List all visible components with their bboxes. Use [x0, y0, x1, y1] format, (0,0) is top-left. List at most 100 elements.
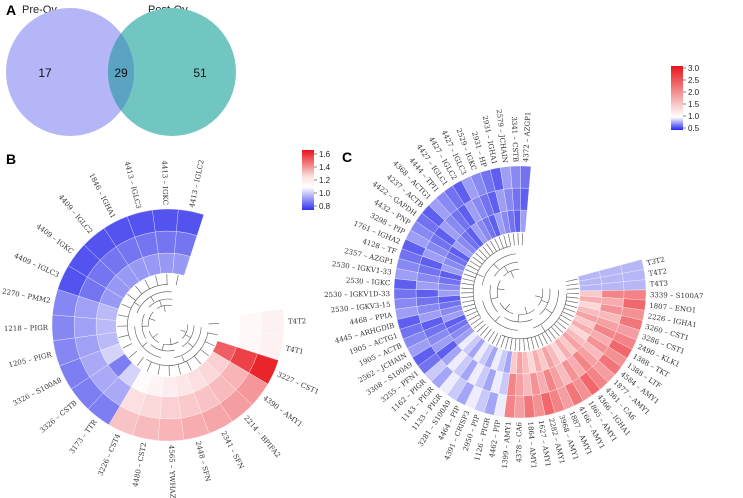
heatmap-c-label: 1864 – AMY1 — [526, 421, 538, 469]
dendrogram-b — [117, 274, 219, 376]
heatmap-b-dendro-stem — [149, 318, 156, 321]
heatmap-b-label: 4480 – CST2 — [131, 442, 148, 488]
heatmap-c-cell — [511, 187, 521, 211]
heatmap-c-cell — [514, 395, 525, 419]
venn-count-post-only: 51 — [193, 66, 207, 80]
heatmap-b-label: 3227 – CST1 — [276, 370, 320, 396]
venn-count-pre-only: 17 — [38, 66, 52, 80]
heatmap-b-dendro-branch — [127, 284, 169, 341]
heatmap-c-label: T4T3 — [650, 279, 669, 288]
heatmap-c-dendro-stem — [497, 288, 505, 291]
colorbar-b: 1.6 1.4 1.2 1.0 0.8 — [302, 150, 331, 211]
heatmap-c-dendro-leaf — [482, 246, 491, 257]
heatmap-c-dendro-leaf — [514, 338, 517, 351]
heatmap-b-label: 4413 – IGLC3 — [123, 161, 143, 210]
heatmap-b-dendro-leaf — [128, 350, 138, 359]
heatmap-c-dendro-leaf — [562, 311, 574, 317]
heatmap-c-label: 2530 – IGKV1D-33 — [324, 290, 390, 299]
heatmap-b-dendro-leaf — [121, 303, 132, 309]
heatmap-c-dendro-leaf — [469, 260, 481, 268]
heatmap-c-dendro-leaf — [523, 338, 525, 351]
colorbar-tick-label: 1.5 — [688, 100, 700, 109]
heatmap-c-cell — [437, 289, 461, 297]
heatmap-c-dendro-leaf — [461, 283, 474, 286]
heatmap-c-cell — [415, 289, 439, 299]
heatmap-b-dendro-stem — [152, 333, 158, 338]
heatmap-b-dendro-leaf — [186, 360, 192, 371]
heatmap-c-dendro-leaf — [563, 307, 576, 313]
heatmap-b-cell — [260, 308, 285, 336]
heatmap-c-dendro-leaf — [490, 240, 497, 252]
heatmap-c-dendro-stem — [495, 315, 501, 322]
heatmap-c-cell — [516, 351, 524, 375]
heatmap-c-cell — [623, 289, 647, 301]
heatmap-c-dendro-leaf — [500, 336, 506, 348]
heatmap-b-dendro-stem — [181, 356, 185, 363]
heatmap-c-dendro-leaf — [464, 307, 477, 313]
heatmap-b-label: 4413 – IGLC2 — [188, 159, 206, 208]
venn-circle-pre-ov — [6, 8, 134, 136]
heatmap-b-label: 2270 – PMM2 — [1, 287, 51, 305]
colorbar-c-gradient — [671, 66, 683, 130]
colorbar-c-ticks: 3.0 2.5 2.0 1.5 1.0 0.5 — [683, 64, 700, 133]
venn-circle-post-ov — [108, 8, 236, 136]
heatmap-b-dendro-leaf — [207, 332, 219, 336]
heatmap-c-dendro-leaf — [462, 303, 475, 308]
heatmap-b-dendro-leaf — [175, 274, 179, 286]
heatmap-b-dendro-leaf — [177, 364, 181, 375]
colorbar-tick-label: 1.4 — [319, 163, 331, 172]
heatmap-c-label: 4378 – CA6 — [515, 421, 523, 462]
heatmap-b-label: 4413 – IGKC — [160, 160, 169, 205]
heatmap-c-dendro-leaf — [463, 273, 476, 278]
heatmap-c-dendro-leaf — [466, 310, 478, 317]
heatmap-c-dendro-leaf — [558, 317, 570, 326]
heatmap-c-dendro-leaf — [467, 264, 479, 271]
heatmap-c-dendro-leaf — [462, 278, 475, 282]
heatmap-c-dendro-leaf — [566, 283, 579, 286]
heatmap-ring-b — [51, 208, 285, 442]
heatmap-c-dendro-branch — [501, 293, 568, 340]
heatmap-c-dendro-leaf — [494, 238, 501, 250]
heatmap-c-dendro-leaf — [551, 326, 560, 337]
heatmap-c-label: 2530 – IGKC — [346, 276, 391, 287]
heatmap-b-dendro-leaf — [146, 361, 152, 372]
colorbar-tick-label: 2.5 — [688, 76, 700, 85]
heatmap-c-dendro-leaf — [544, 331, 552, 342]
heatmap-b-dendro-stem — [185, 334, 191, 338]
heatmap-c-dendro-leaf — [527, 338, 530, 351]
heatmap-c-dendro-leaf — [560, 314, 572, 322]
heatmap-c-cell — [520, 187, 530, 211]
heatmap-c-cell — [515, 373, 524, 397]
heatmap-c-dendro-leaf — [530, 337, 535, 350]
heatmap-c-dendro-leaf — [509, 338, 513, 351]
heatmap-c-dendro-leaf — [541, 333, 548, 345]
heatmap-b-dendro-leaf — [118, 334, 129, 338]
heatmap-b-cell — [152, 208, 179, 233]
heatmap-c-cell — [520, 165, 532, 189]
heatmap-b-dendro-leaf — [155, 275, 159, 286]
heatmap-c-dendro-branch — [532, 289, 559, 329]
heatmap-b-label: 4409 – IGLC2 — [57, 193, 94, 235]
heatmap-b-label: 4565 – YWHAZ — [167, 445, 176, 498]
heatmap-b-cell — [176, 209, 205, 236]
heatmap-c-dendro-leaf — [566, 296, 579, 299]
venn-count-shared: 29 — [114, 66, 128, 80]
heatmap-b-dendro-stem — [134, 302, 140, 307]
heatmap-b-label: T4T1 — [285, 345, 304, 356]
heatmap-c-dendro-leaf — [566, 288, 579, 290]
heatmap-c-dendro-leaf — [505, 337, 509, 350]
colorbar-tick-label: 1.2 — [319, 176, 331, 185]
heatmap-c-dendro-leaf — [512, 233, 515, 246]
heatmap-c-dendro-leaf — [508, 234, 512, 247]
heatmap-c-dendro-stem — [504, 266, 509, 273]
heatmap-b-cell — [95, 318, 117, 335]
heatmap-b-label: 3326 – S100A8 — [12, 376, 63, 407]
heatmap-c-dendro-leaf — [461, 287, 474, 290]
heatmap-b-dendro-leaf — [144, 279, 150, 290]
heatmap-b-label: 2214 – BPIFA2 — [242, 414, 282, 459]
heatmap-b-cell — [239, 311, 263, 334]
heatmap-c-dendro-leaf — [461, 300, 474, 303]
heatmap-c-dendro-leaf — [503, 235, 508, 248]
